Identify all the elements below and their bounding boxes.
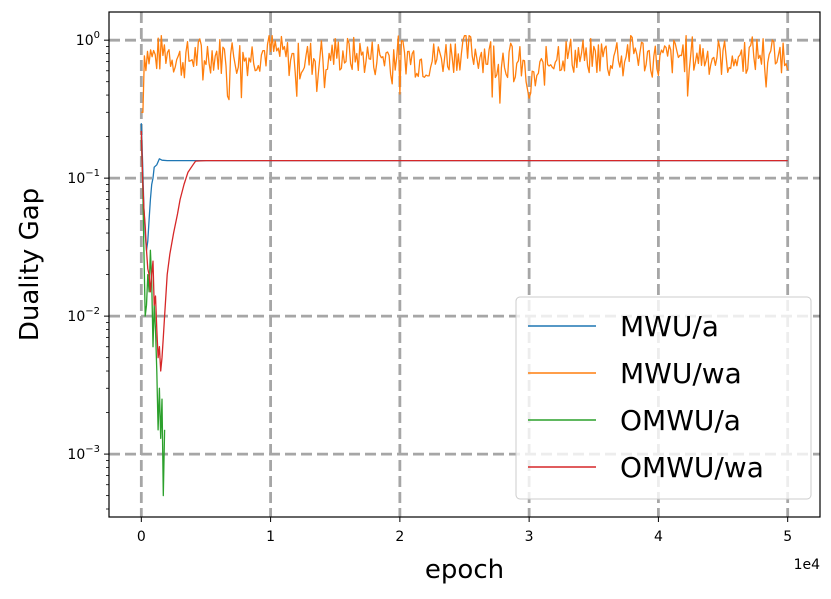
plot-frame	[108, 11, 821, 518]
series-line-omwu-a	[140, 136, 166, 497]
series-layer	[140, 34, 789, 497]
x-axis-label: epoch	[425, 555, 504, 585]
x-tick-label: 3	[525, 529, 534, 545]
y-tick-label: 10−3	[67, 444, 100, 463]
x-offset-label: 1e4	[794, 557, 821, 573]
series-line-mwu-a	[140, 123, 788, 251]
legend-box	[515, 296, 812, 500]
y-axis-label: Duality Gap	[15, 188, 45, 341]
x-tick-label: 1	[266, 529, 275, 545]
legend: MWU/a MWU/wa OMWU/a OMWU/wa	[515, 296, 812, 500]
legend-label: OMWU/wa	[620, 451, 764, 484]
x-tick-label: 2	[395, 529, 404, 545]
legend-label: MWU/wa	[620, 357, 742, 390]
x-tick-label: 5	[783, 529, 792, 545]
legend-label: OMWU/a	[620, 404, 741, 437]
x-tick-label: 4	[654, 529, 663, 545]
x-tick-label: 0	[137, 529, 146, 545]
series-line-omwu-wa	[140, 130, 788, 372]
series-line-mwu-wa	[141, 34, 789, 113]
y-tick-label: 100	[76, 30, 100, 49]
ticks-layer: 0 1 2 3 4 5 10−3 10−2 10−1 100	[67, 30, 792, 545]
y-tick-label: 10−1	[67, 168, 100, 187]
y-tick-label: 10−2	[67, 306, 100, 325]
legend-label: MWU/a	[620, 310, 719, 343]
